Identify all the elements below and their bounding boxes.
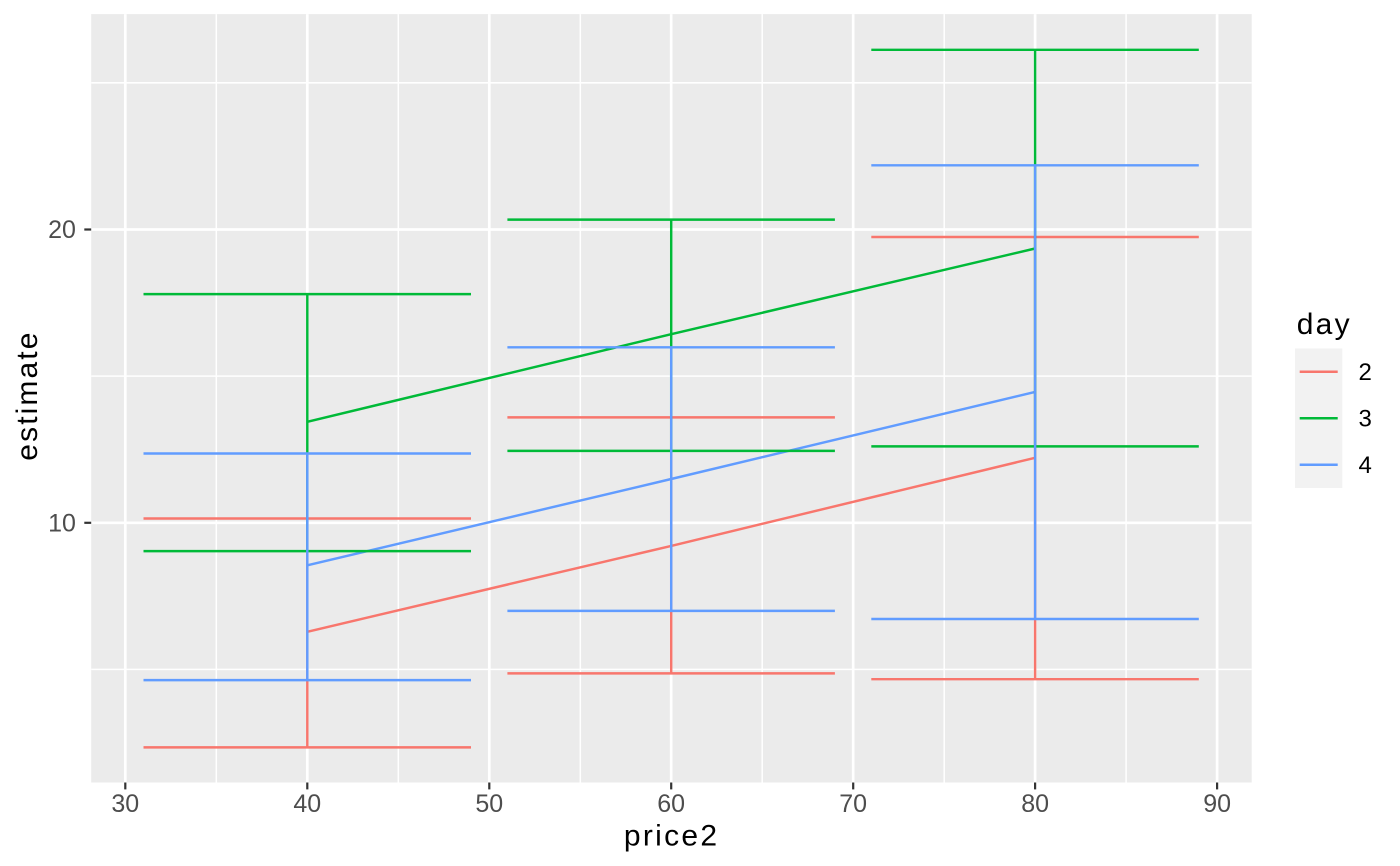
svg-text:4: 4 bbox=[1359, 452, 1372, 479]
svg-text:90: 90 bbox=[1203, 790, 1231, 818]
svg-text:3: 3 bbox=[1359, 406, 1372, 433]
svg-text:price2: price2 bbox=[624, 820, 720, 853]
svg-text:estimate: estimate bbox=[11, 331, 44, 461]
svg-text:50: 50 bbox=[475, 790, 503, 818]
svg-text:40: 40 bbox=[293, 790, 321, 818]
svg-text:30: 30 bbox=[111, 790, 139, 818]
svg-text:day: day bbox=[1297, 308, 1352, 341]
svg-text:2: 2 bbox=[1359, 359, 1372, 386]
svg-text:20: 20 bbox=[48, 216, 76, 244]
svg-text:60: 60 bbox=[657, 790, 685, 818]
svg-text:70: 70 bbox=[839, 790, 867, 818]
svg-text:80: 80 bbox=[1021, 790, 1049, 818]
svg-text:10: 10 bbox=[48, 509, 76, 537]
